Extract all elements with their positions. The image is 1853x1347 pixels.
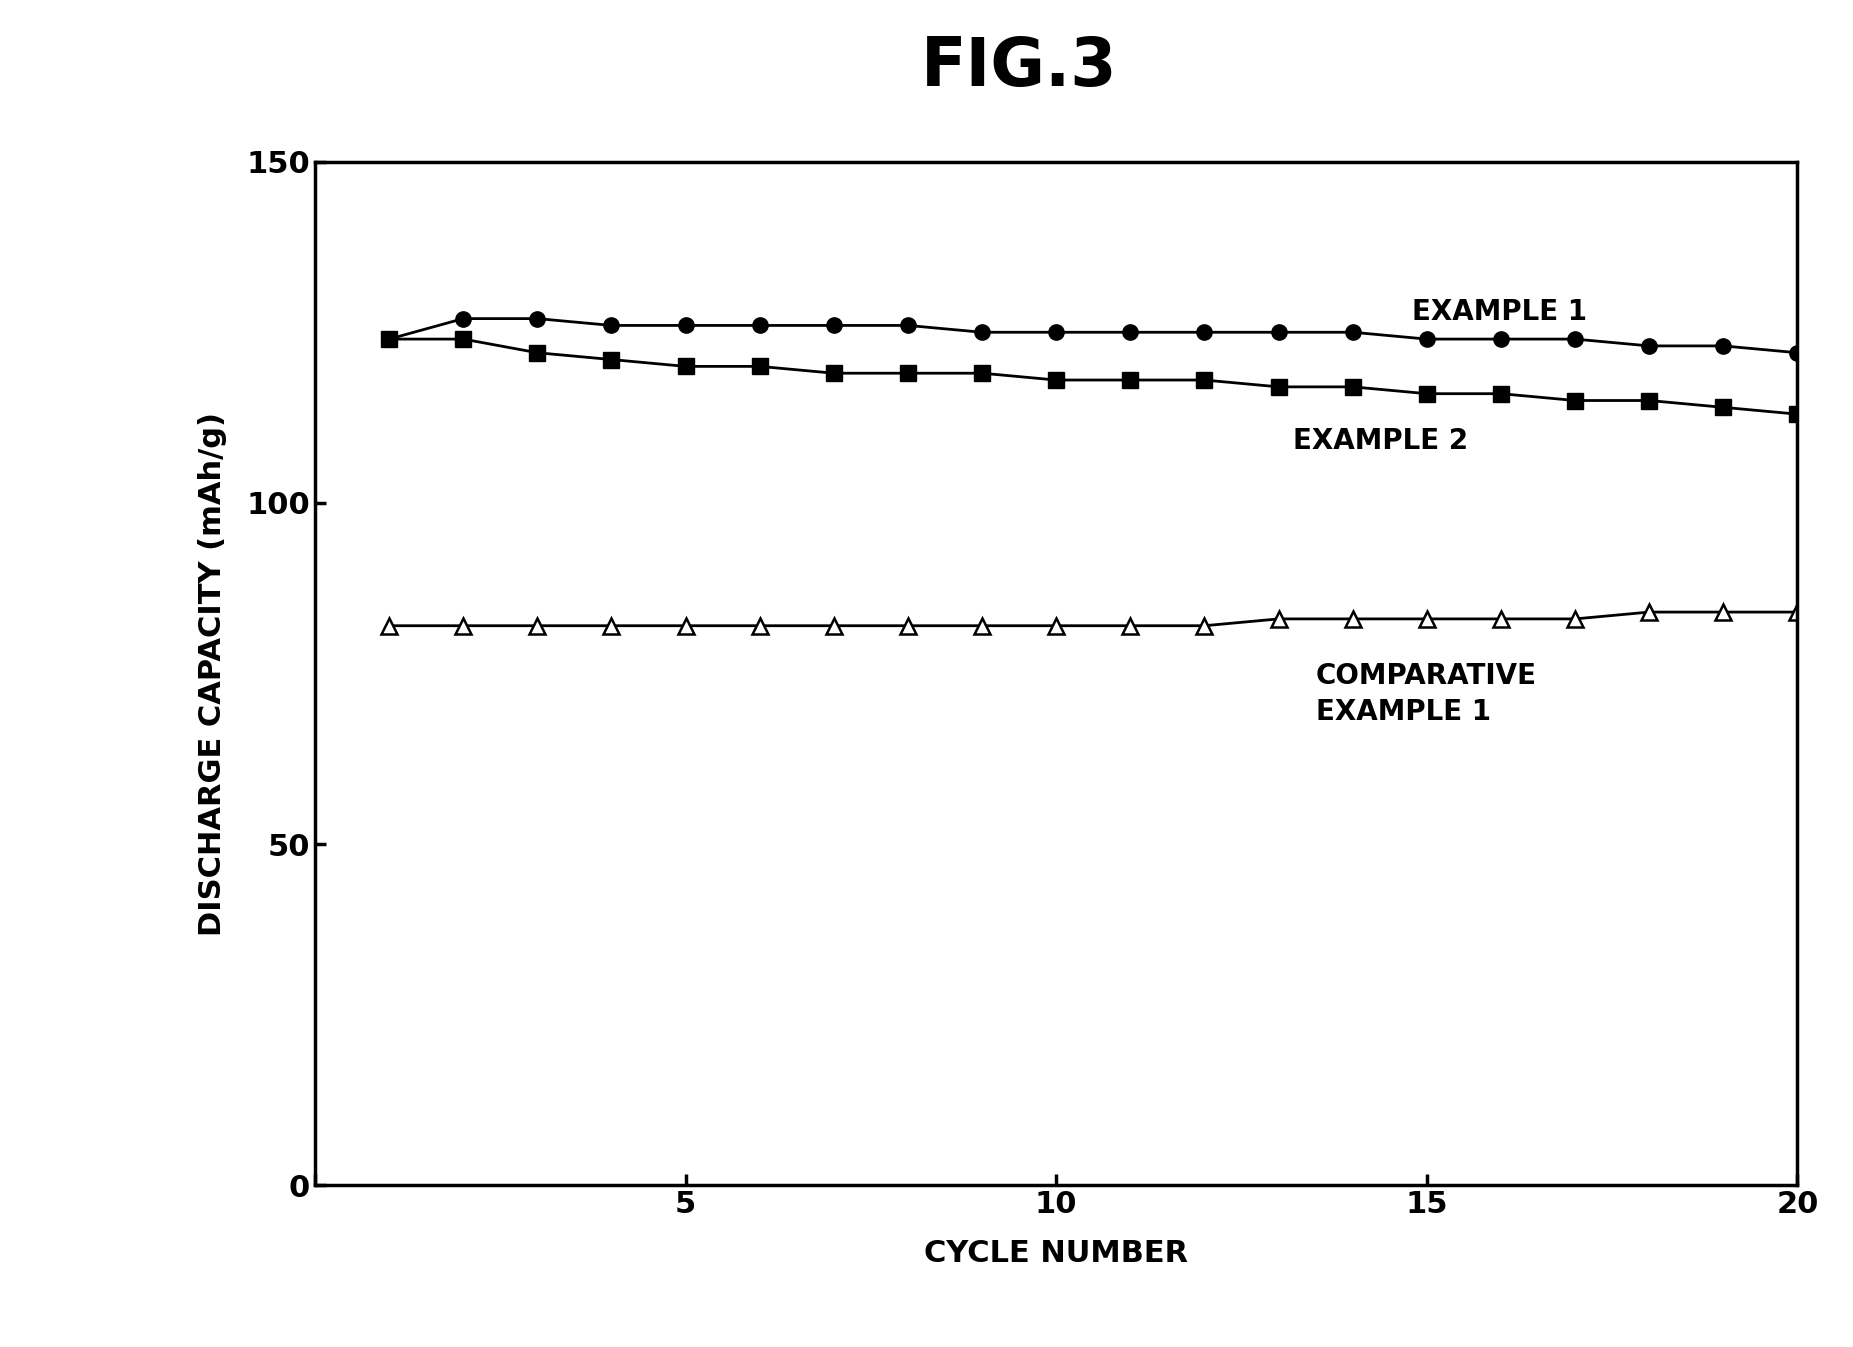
Text: FIG.3: FIG.3 [921, 35, 1117, 100]
Y-axis label: DISCHARGE CAPACITY (mAh/g): DISCHARGE CAPACITY (mAh/g) [198, 411, 226, 936]
X-axis label: CYCLE NUMBER: CYCLE NUMBER [925, 1239, 1188, 1268]
Text: EXAMPLE 1: EXAMPLE 1 [1412, 298, 1586, 326]
Text: EXAMPLE 2: EXAMPLE 2 [1293, 427, 1469, 455]
Text: COMPARATIVE
EXAMPLE 1: COMPARATIVE EXAMPLE 1 [1316, 661, 1536, 726]
